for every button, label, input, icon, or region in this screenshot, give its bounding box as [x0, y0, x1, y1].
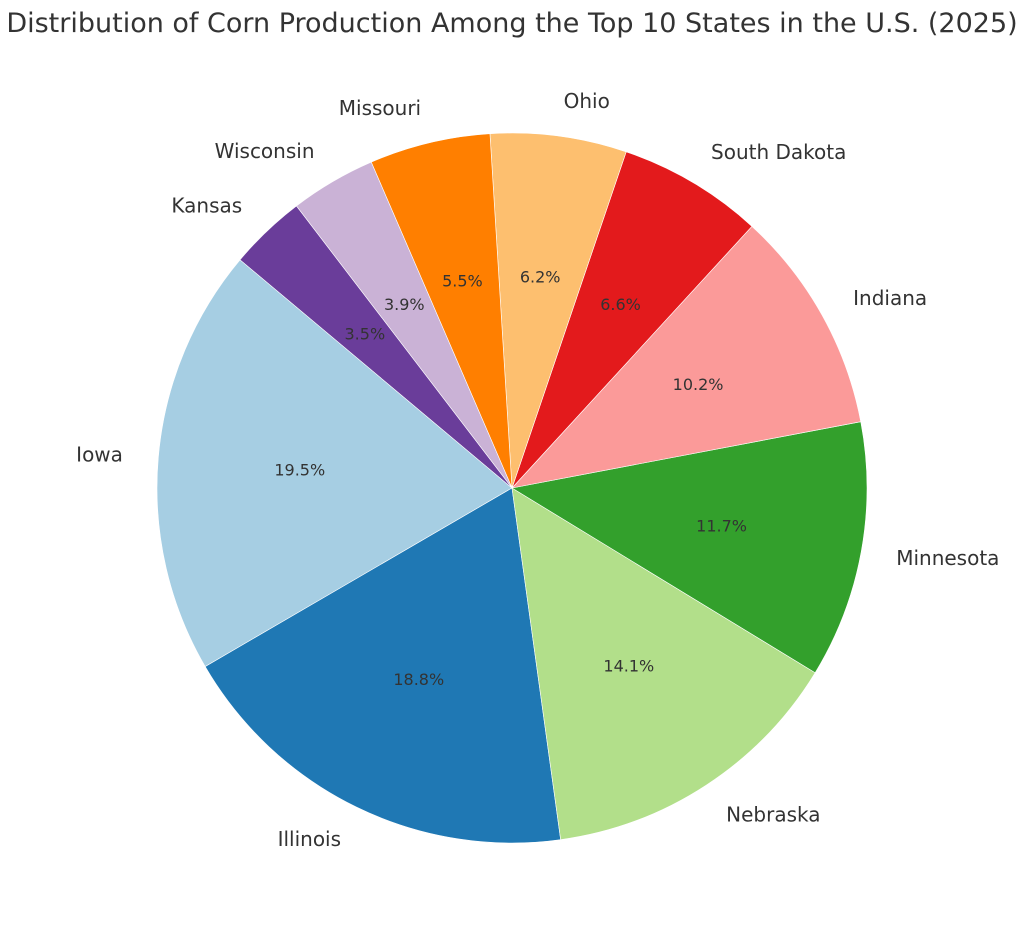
state-label-indiana: Indiana [853, 286, 927, 310]
state-label-missouri: Missouri [339, 96, 421, 120]
state-label-wisconsin: Wisconsin [215, 139, 315, 163]
state-label-ohio: Ohio [564, 89, 610, 113]
state-label-kansas: Kansas [171, 194, 242, 218]
pie-slice-ohio [489, 132, 627, 489]
pct-label-missouri: 5.5% [442, 271, 483, 290]
pct-label-illinois: 18.8% [393, 670, 444, 689]
pie-slice-iowa [156, 259, 513, 667]
pie-slice-minnesota [511, 421, 868, 674]
pct-label-ohio: 6.2% [520, 267, 561, 286]
pie-slice-south-dakota [511, 151, 753, 489]
pct-label-iowa: 19.5% [274, 460, 325, 479]
pct-label-wisconsin: 3.9% [384, 295, 425, 314]
pie-slices [156, 132, 868, 844]
state-label-iowa: Iowa [76, 443, 123, 467]
state-label-minnesota: Minnesota [896, 546, 999, 570]
pct-label-nebraska: 14.1% [603, 657, 654, 676]
pct-label-south-dakota: 6.6% [600, 295, 641, 314]
percentage-labels: 19.5% 18.8% 14.1% 11.7% 10.2% 6.6% 6.2% 5.5% 3.9… [274, 267, 747, 689]
state-label-south-dakota: South Dakota [711, 140, 846, 164]
pct-label-indiana: 10.2% [673, 375, 724, 394]
state-labels: Iowa Illinois Nebraska Minnesota Indiana Sout… [76, 89, 999, 851]
chart-title: Distribution of Corn Production Among th… [6, 8, 1017, 39]
state-label-nebraska: Nebraska [726, 803, 820, 827]
pct-label-kansas: 3.5% [345, 325, 386, 344]
pct-label-minnesota: 11.7% [696, 517, 747, 536]
state-label-illinois: Illinois [278, 827, 341, 851]
pie-slice-nebraska [511, 487, 816, 840]
pie-slice-kansas [239, 205, 513, 489]
pie-slice-illinois [204, 487, 562, 844]
pie-slice-indiana [511, 225, 862, 489]
